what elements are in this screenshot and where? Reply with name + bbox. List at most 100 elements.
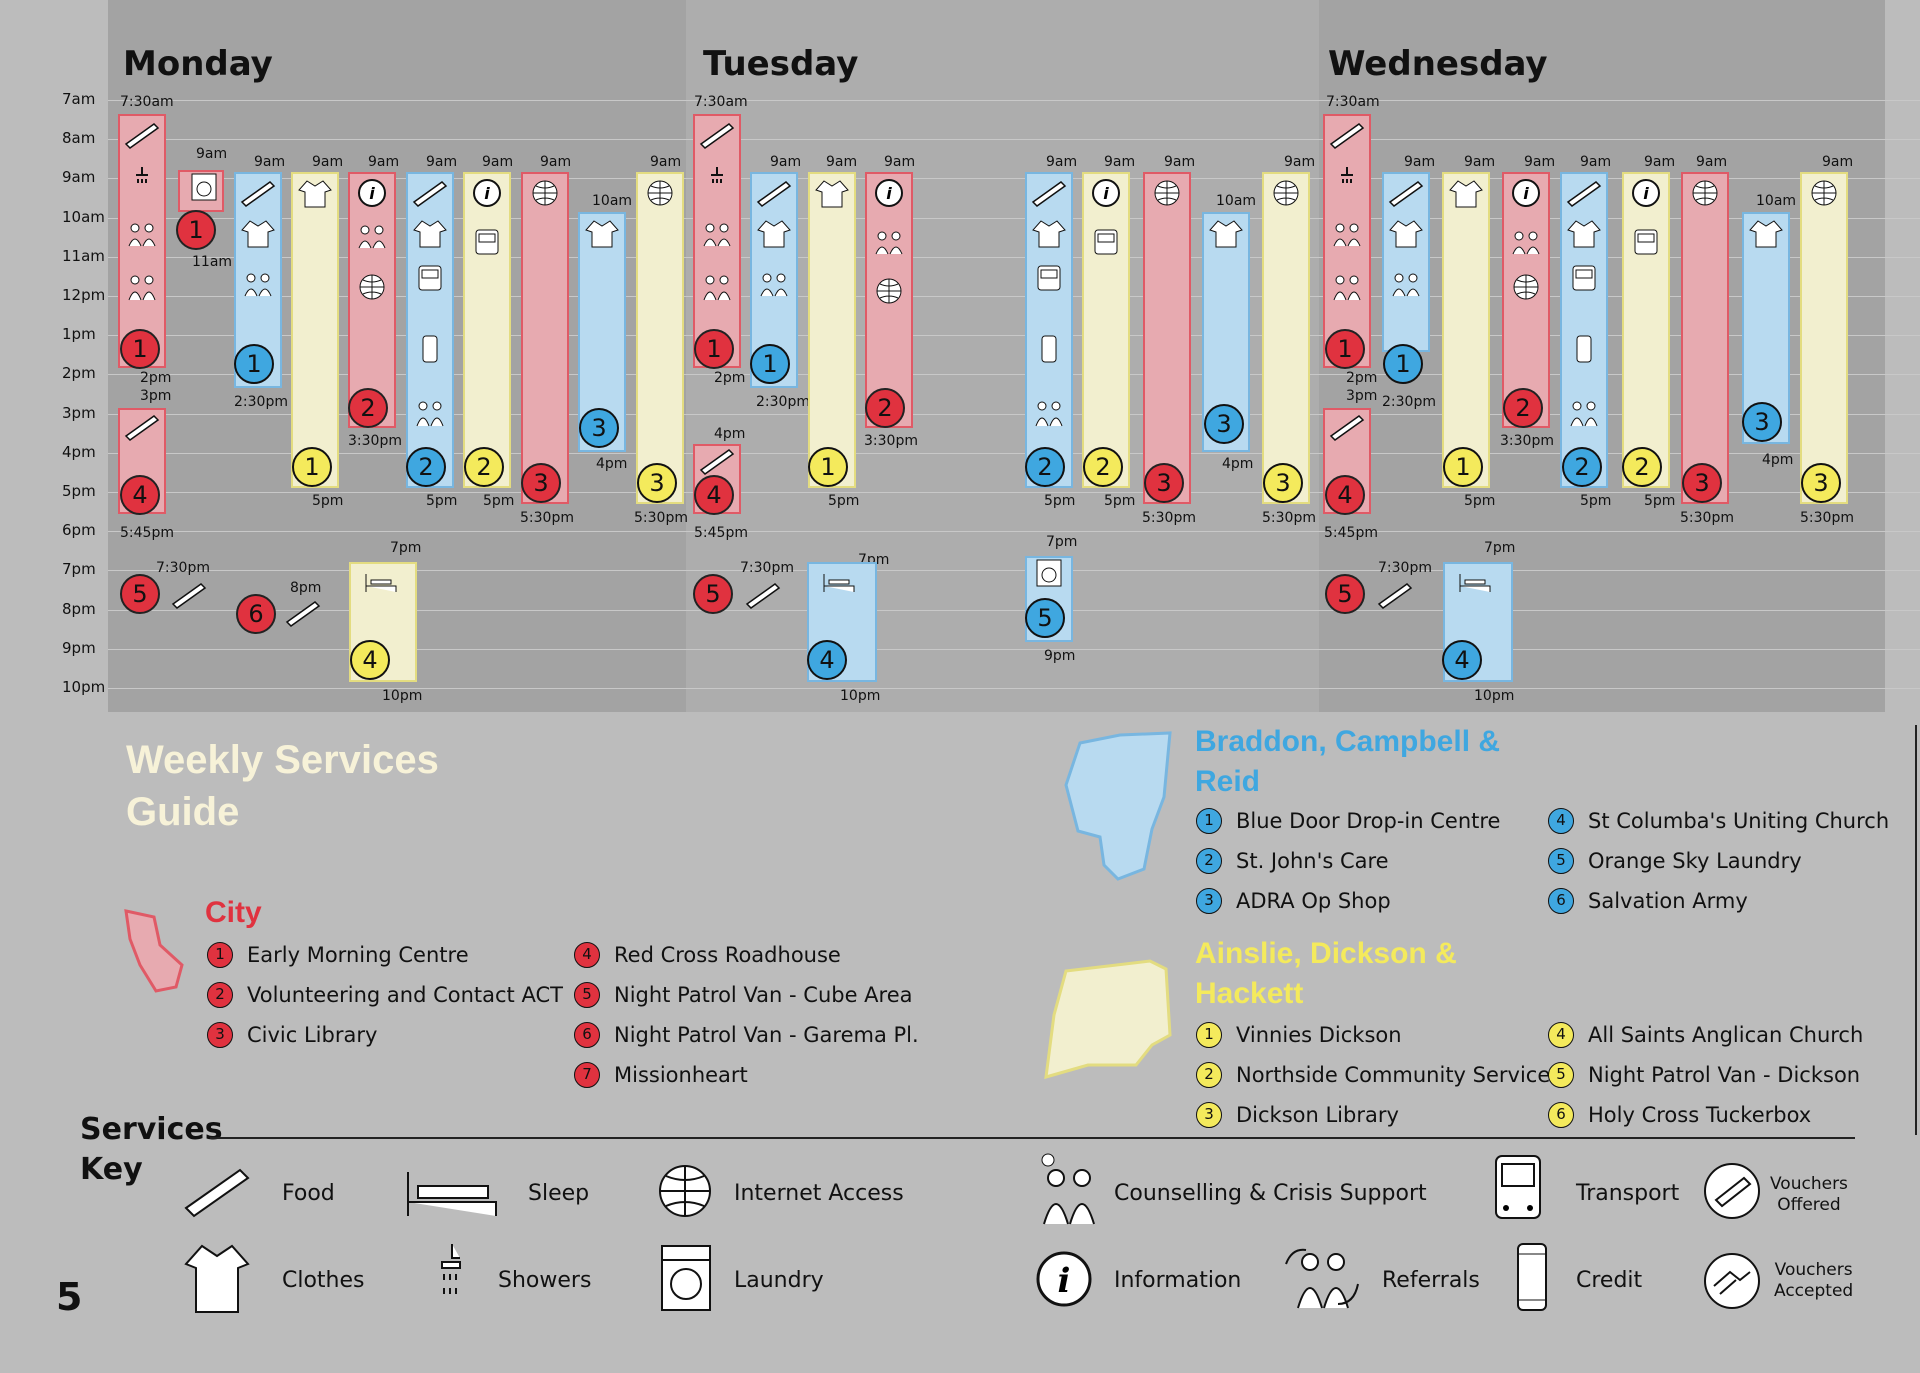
hour-gridline bbox=[108, 100, 1920, 101]
food-icon bbox=[742, 580, 784, 610]
legend-label: Night Patrol Van - Cube Area bbox=[614, 983, 913, 1007]
hour-gridline bbox=[108, 335, 1920, 337]
time-label: 4pm bbox=[1222, 456, 1254, 472]
location-badge-4: 4 bbox=[1442, 640, 1482, 680]
location-badge-1: 1 bbox=[292, 447, 332, 487]
legend-number: 6 bbox=[1548, 1102, 1574, 1128]
service-bar bbox=[1442, 172, 1490, 488]
legend-label: Night Patrol Van - Garema Pl. bbox=[614, 1023, 919, 1047]
day-monday: Monday bbox=[123, 44, 273, 84]
hour-label: 4pm bbox=[62, 442, 96, 461]
bed-icon bbox=[1450, 566, 1500, 596]
phone-icon bbox=[1566, 334, 1602, 364]
hour-label: 12pm bbox=[62, 286, 106, 304]
time-label: 5pm bbox=[1644, 493, 1676, 509]
svg-text:i: i bbox=[1058, 1261, 1071, 1301]
globe-icon bbox=[650, 1160, 720, 1222]
food-icon bbox=[1329, 412, 1365, 442]
time-label: 9am bbox=[1822, 154, 1854, 170]
time-label: 9am bbox=[482, 154, 514, 170]
info-icon: i bbox=[871, 178, 907, 208]
counselling-icon bbox=[412, 398, 448, 428]
hour-gridline bbox=[108, 256, 1920, 258]
hour-label: 1pm bbox=[62, 325, 96, 344]
legend-item: 1 Blue Door Drop-in Centre bbox=[1196, 808, 1500, 834]
legend-label: Northside Community Service bbox=[1236, 1063, 1551, 1087]
time-label: 9am bbox=[826, 154, 858, 170]
legend-number: 2 bbox=[1196, 1062, 1222, 1088]
time-label: 9am bbox=[312, 154, 344, 170]
bus-icon bbox=[469, 228, 505, 258]
location-badge-2: 2 bbox=[348, 388, 388, 428]
time-label: 9am bbox=[1164, 154, 1196, 170]
location-badge-5: 5 bbox=[1325, 574, 1365, 614]
day-tuesday: Tuesday bbox=[703, 44, 859, 84]
location-badge-2: 2 bbox=[464, 447, 504, 487]
location-badge-3: 3 bbox=[637, 463, 677, 503]
shirt-icon bbox=[1566, 218, 1602, 248]
time-label: 4pm bbox=[596, 456, 628, 472]
page-title: Weekly Services Guide bbox=[126, 734, 439, 838]
time-label: 10am bbox=[1216, 193, 1257, 209]
food-icon bbox=[240, 178, 276, 208]
hour-label: 7pm bbox=[62, 560, 96, 579]
services-key-heading-line-2: Key bbox=[80, 1152, 143, 1187]
service-key-label: Information bbox=[1114, 1268, 1242, 1293]
location-badge-3: 3 bbox=[579, 408, 619, 448]
ainslie-region-shape bbox=[1044, 959, 1172, 1080]
location-badge-5: 5 bbox=[120, 574, 160, 614]
time-label: 5pm bbox=[1044, 493, 1076, 509]
service-key-label: Transport bbox=[1576, 1181, 1680, 1206]
time-label: 7:30pm bbox=[156, 560, 210, 576]
globe-icon bbox=[1687, 178, 1723, 208]
shower-icon bbox=[124, 165, 160, 195]
info-icon: i bbox=[1508, 178, 1544, 208]
time-label: 5:45pm bbox=[694, 525, 748, 541]
city-region-title: City bbox=[205, 896, 262, 929]
globe-icon bbox=[1149, 178, 1185, 208]
legend-item: 3 Civic Library bbox=[207, 1022, 377, 1048]
bus-icon bbox=[1088, 228, 1124, 258]
location-badge-2: 2 bbox=[406, 447, 446, 487]
food-icon bbox=[124, 120, 160, 150]
referrals-icon bbox=[1329, 220, 1365, 250]
page-number: 5 bbox=[56, 1275, 83, 1319]
referrals-icon bbox=[1282, 1244, 1362, 1314]
food-icon bbox=[282, 598, 324, 628]
hour-label: 7am bbox=[62, 90, 96, 108]
food-icon bbox=[1374, 580, 1416, 610]
day-wednesday: Wednesday bbox=[1328, 44, 1548, 84]
hour-label: 5pm bbox=[62, 482, 96, 500]
time-label: 7:30pm bbox=[1378, 560, 1432, 576]
legend-number: 5 bbox=[574, 982, 600, 1008]
legend-number: 2 bbox=[1196, 848, 1222, 874]
time-label: 9am bbox=[368, 154, 400, 170]
hour-gridline bbox=[108, 648, 1920, 650]
hour-label: 2pm bbox=[62, 364, 96, 383]
shirt-icon bbox=[1031, 218, 1067, 248]
service-key-label: Internet Access bbox=[734, 1181, 904, 1206]
braddon-region-title: Braddon, Campbell & Reid bbox=[1195, 722, 1500, 802]
vouchers-accepted-label-line-2: Accepted bbox=[1774, 1281, 1854, 1301]
location-badge-6: 6 bbox=[236, 594, 276, 634]
shower-icon bbox=[430, 1240, 470, 1316]
shirt-icon bbox=[412, 218, 448, 248]
legend-number: 3 bbox=[1196, 1102, 1222, 1128]
counselling-icon bbox=[1030, 1152, 1110, 1228]
legend-label: All Saints Anglican Church bbox=[1588, 1023, 1864, 1047]
service-key-label: Laundry bbox=[734, 1268, 824, 1293]
legend-number: 1 bbox=[1196, 808, 1222, 834]
location-badge-1: 1 bbox=[120, 329, 160, 369]
location-badge-1: 1 bbox=[1383, 344, 1423, 384]
food-icon bbox=[756, 178, 792, 208]
hour-gridline bbox=[108, 217, 1920, 219]
svg-text:i: i bbox=[484, 184, 490, 203]
shirt-icon bbox=[182, 1240, 252, 1316]
food-icon bbox=[699, 446, 735, 476]
globe-icon bbox=[354, 272, 390, 302]
bed-icon bbox=[402, 1160, 502, 1222]
service-bar bbox=[1622, 172, 1670, 488]
globe-icon bbox=[642, 178, 678, 208]
ainslie-region-title: Ainslie, Dickson & Hackett bbox=[1195, 934, 1457, 1014]
time-label: 9am bbox=[426, 154, 458, 170]
